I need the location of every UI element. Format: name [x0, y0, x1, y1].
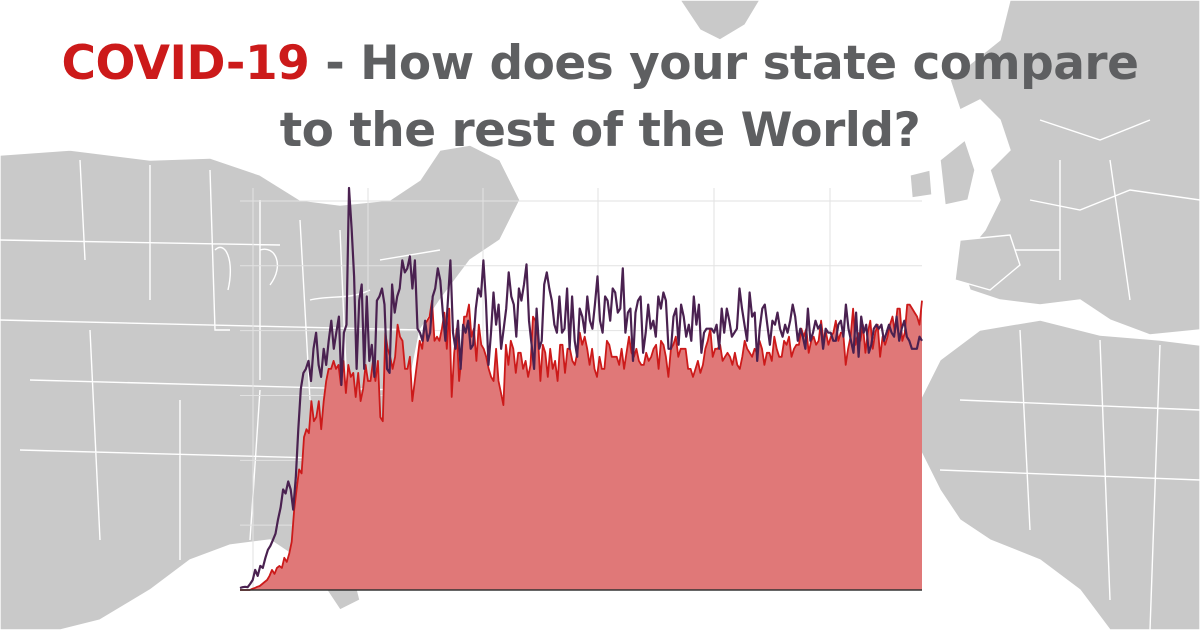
series-area-line	[240, 299, 923, 591]
page-title: COVID-19 - How does your state compare t…	[0, 30, 1200, 164]
chart-series	[239, 186, 923, 591]
series-line	[239, 186, 923, 590]
title-accent: COVID-19	[61, 36, 310, 91]
title-line-2: to the rest of the World?	[279, 103, 921, 158]
greenland-map-shape	[679, 0, 761, 41]
title-line-1: COVID-19 - How does your state compare	[0, 30, 1200, 97]
title-line-1-rest: - How does your state compare	[309, 36, 1139, 91]
british-isles-map-shape	[939, 138, 976, 206]
